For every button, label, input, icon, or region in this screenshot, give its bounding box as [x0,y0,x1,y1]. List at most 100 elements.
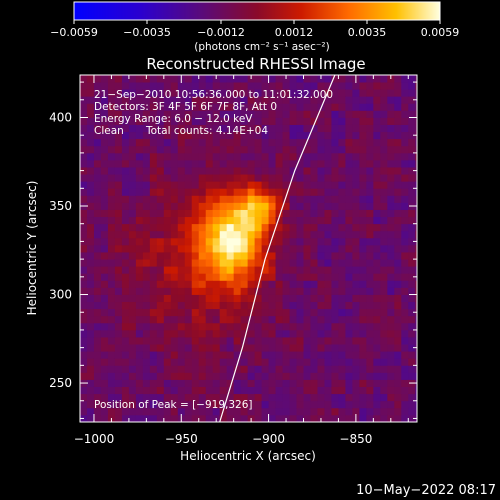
heatmap-cell [205,266,214,274]
heatmap-cell [198,280,207,288]
heatmap-cell [261,188,269,196]
heatmap-cell [135,138,144,147]
heatmap-cell [254,75,262,83]
axis-ticks [80,75,417,422]
heatmap-cell [268,188,276,196]
heatmap-cell [261,266,269,274]
heatmap-cell [408,195,416,203]
heatmap-cell [324,414,332,422]
heatmap-cell [373,273,381,281]
heatmap-cell [205,244,214,253]
heatmap-cell [401,138,409,147]
heatmap-cell [394,216,402,225]
heatmap-cell [296,131,304,140]
heatmap-cell [324,159,332,168]
heatmap-cell [387,195,395,203]
heatmap-cell [401,244,409,253]
heatmap-cell [275,237,283,246]
heatmap-cell [233,337,242,345]
heatmap-cell [324,252,332,260]
heatmap-cell [240,167,249,175]
heatmap-cell [275,75,283,83]
heatmap-cell [142,301,151,310]
heatmap-cell [121,273,130,281]
heatmap-cell [121,407,130,416]
heatmap-cell [205,159,214,168]
heatmap-cell [219,75,228,83]
heatmap-cell [149,138,158,147]
heatmap-cell [191,372,200,380]
heatmap-cell [345,414,353,422]
heatmap-cell [177,110,186,118]
heatmap-cell [247,379,256,387]
heatmap-cell [373,82,381,90]
x-tick-label-2: −900 [252,432,285,446]
heatmap-cell [142,386,151,395]
heatmap-cell [324,82,332,90]
heatmap-cell [408,365,416,373]
heatmap-cell [352,124,360,133]
heatmap-cell [331,266,339,274]
heatmap-cell [135,89,144,97]
heatmap-cell [359,266,367,274]
colorbar-ticks [73,20,441,24]
heatmap-cell [282,259,290,267]
heatmap-cell [373,259,381,267]
heatmap-cell [205,280,214,288]
heatmap-cell [387,393,395,402]
heatmap-cell [317,266,325,274]
heatmap-cell [261,294,269,303]
heatmap-cell [128,230,137,239]
heatmap-cell [163,174,172,182]
heatmap-cell [415,216,417,225]
heatmap-cell [352,82,360,90]
heatmap-cell [198,266,207,274]
heatmap-cell [401,117,409,125]
solar-limb-curve [219,75,336,422]
heatmap-cell [366,131,374,140]
heatmap-cell [135,209,144,218]
heatmap-cell [331,280,339,288]
heatmap-cell [177,202,186,210]
heatmap-cell [100,351,109,359]
heatmap-cell [114,358,123,366]
heatmap-cell [345,209,353,218]
heatmap-cell [80,174,88,182]
heatmap-cell [303,89,311,97]
heatmap-cell [212,322,221,331]
heatmap-cell [198,414,207,422]
heatmap-cell [212,273,221,281]
heatmap-cell [177,138,186,147]
heatmap-cell [380,131,388,140]
heatmap-cell [149,181,158,189]
heatmap-cell [128,181,137,189]
heatmap-cell [86,400,95,409]
heatmap-cell [205,75,214,83]
heatmap-cell [205,82,214,90]
heatmap-cell [191,358,200,366]
heatmap-cell [247,181,256,189]
heatmap-cell [184,344,193,352]
heatmap-cell [380,266,388,274]
heatmap-cell [184,82,193,90]
heatmap-cell [401,358,409,366]
heatmap-cell [233,230,242,239]
heatmap-cell [359,322,367,331]
heatmap-cell [226,393,235,402]
heatmap-cell [366,237,374,246]
heatmap-cell [317,301,325,310]
heatmap-cell [212,209,221,218]
heatmap-cell [86,266,95,274]
heatmap-cell [93,372,102,380]
heatmap-cell [394,372,402,380]
heatmap-cell [163,301,172,310]
heatmap-cell [163,82,172,90]
heatmap-cell [135,202,144,210]
heatmap-cell [310,174,318,182]
heatmap-cell [205,216,214,225]
heatmap-cell [100,110,109,118]
heatmap-cell [114,365,123,373]
heatmap-cell [366,152,374,161]
heatmap-cell [107,237,116,246]
heatmap-cell [359,174,367,182]
